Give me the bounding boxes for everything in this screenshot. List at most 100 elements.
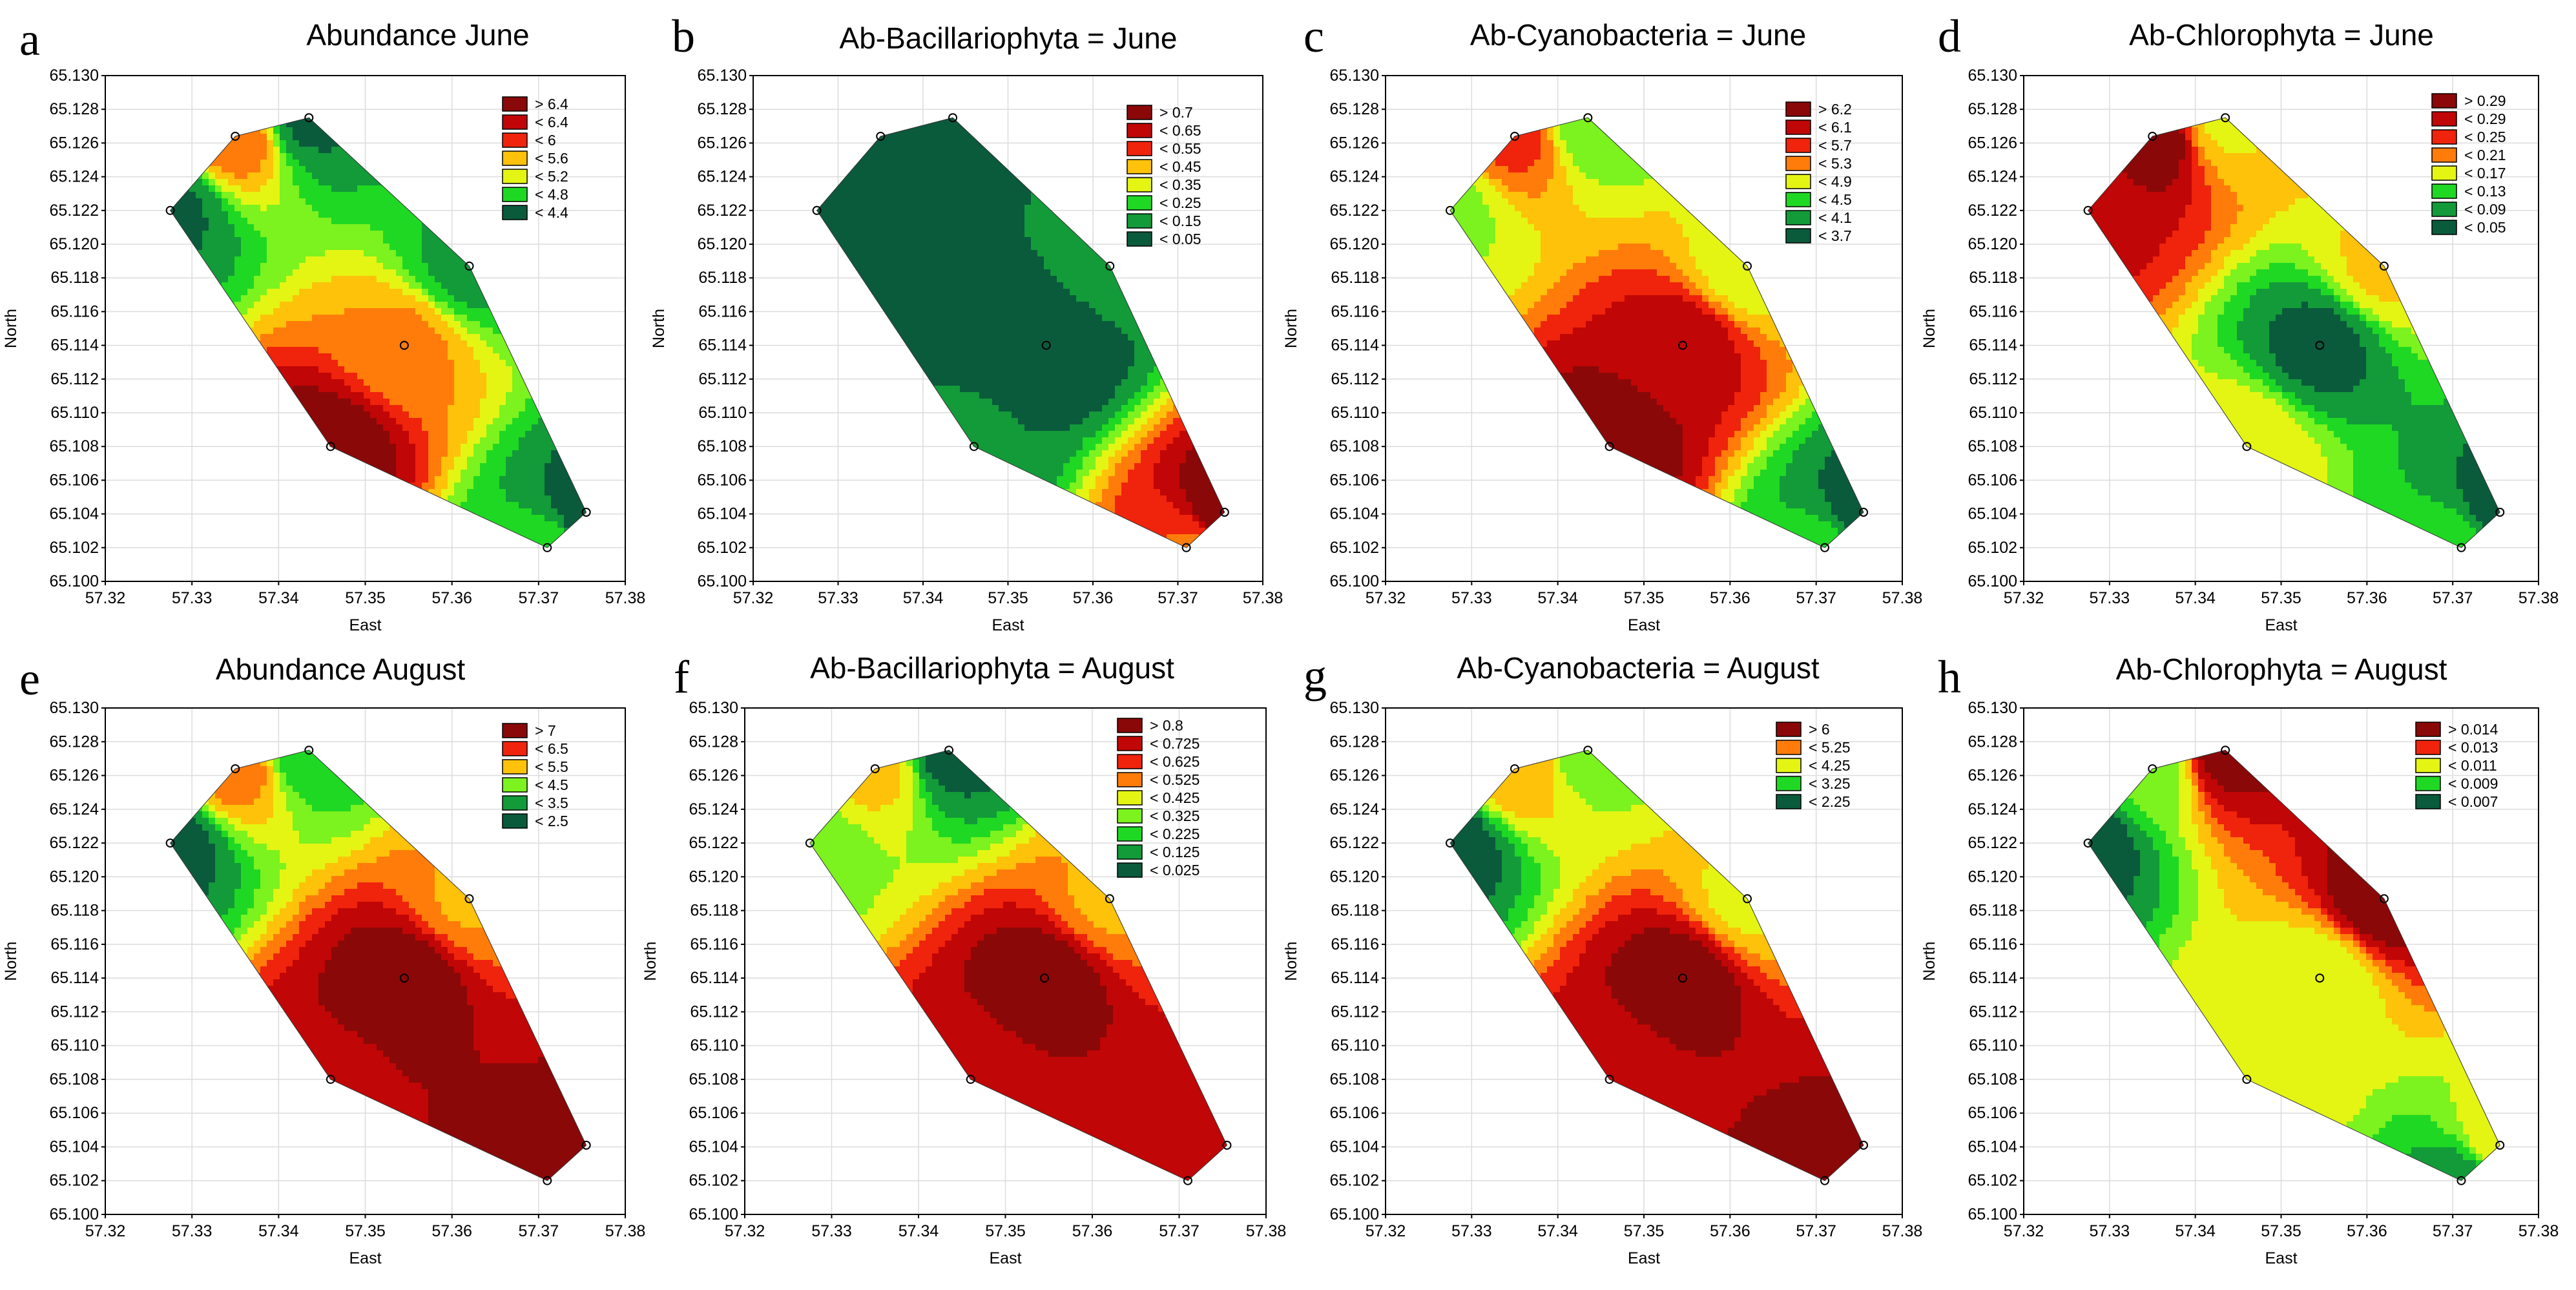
contour-cell (383, 244, 390, 251)
contour-cell (351, 399, 358, 406)
contour-cell (131, 431, 138, 438)
contour-cell (267, 88, 274, 96)
contour-cell (241, 211, 248, 218)
contour-cell (202, 198, 209, 205)
contour-cell (493, 379, 500, 386)
contour-cell (151, 450, 158, 457)
contour-cell (306, 308, 313, 315)
contour-cell (338, 121, 345, 128)
contour-cell (370, 373, 377, 380)
contour-cell (222, 424, 229, 432)
contour-cell (209, 483, 216, 490)
contour-cell (163, 82, 171, 89)
contour-cell (396, 211, 403, 218)
contour-cell (299, 579, 306, 587)
contour-cell (241, 502, 248, 509)
contour-cell (499, 457, 506, 464)
contour-cell (234, 302, 242, 309)
contour-cell (428, 340, 435, 348)
contour-cell (234, 554, 242, 561)
contour-cell (448, 198, 455, 205)
contour-cell (506, 418, 513, 425)
contour-cell (125, 153, 132, 160)
contour-cell (473, 172, 481, 180)
contour-cell (222, 282, 229, 289)
contour-cell (131, 554, 138, 561)
contour-cell (325, 134, 332, 141)
contour-cell (209, 437, 216, 444)
contour-cell (234, 547, 242, 548)
contour-cell (473, 489, 481, 496)
contour-cell (267, 244, 274, 251)
contour-cell (370, 411, 377, 419)
contour-cell (318, 483, 326, 490)
contour-cell (448, 386, 455, 393)
contour-cell (370, 515, 377, 522)
contour-cell (467, 476, 474, 483)
contour-cell (241, 463, 248, 470)
contour-cell (138, 185, 145, 192)
contour-cell (112, 101, 119, 109)
contour-cell (486, 560, 493, 567)
contour-cell (247, 134, 254, 141)
contour-cell (151, 289, 158, 296)
contour-cell (364, 147, 371, 154)
contour-cell (473, 198, 481, 205)
contour-cell (409, 379, 416, 386)
contour-cell (493, 347, 500, 354)
contour-cell (344, 321, 351, 328)
contour-cell (486, 276, 493, 283)
contour-cell (331, 166, 338, 173)
contour-cell (338, 166, 345, 173)
contour-cell (461, 88, 468, 96)
contour-cell (215, 140, 222, 147)
contour-cell (331, 347, 338, 354)
contour-cell (435, 82, 442, 89)
contour-cell (499, 560, 506, 567)
contour-cell (125, 276, 132, 283)
contour-cell (467, 302, 474, 309)
contour-cell (383, 211, 390, 218)
contour-cell (383, 411, 390, 419)
contour-cell (493, 302, 500, 309)
contour-cell (344, 308, 351, 315)
contour-cell (422, 483, 429, 490)
contour-cell (286, 88, 293, 96)
contour-cell (461, 211, 468, 218)
contour-cell (344, 373, 351, 380)
contour-cell (448, 554, 455, 561)
contour-cell (467, 211, 474, 218)
contour-cell (222, 567, 229, 574)
contour-cell (125, 179, 132, 186)
contour-cell (234, 231, 242, 238)
contour-cell (390, 418, 397, 425)
contour-cell (351, 166, 358, 173)
contour-cell (486, 392, 493, 399)
contour-cell (402, 250, 410, 257)
contour-cell (473, 528, 481, 535)
contour-cell (370, 567, 377, 574)
contour-cell (118, 431, 125, 438)
contour-cell (151, 521, 158, 528)
contour-cell (299, 450, 306, 457)
contour-cell (112, 405, 119, 412)
contour-cell (435, 321, 442, 328)
contour-cell (131, 567, 138, 574)
contour-cell (118, 379, 125, 386)
contour-cell (506, 315, 513, 322)
contour-cell (202, 218, 209, 225)
contour-cell (493, 76, 500, 83)
contour-cell (138, 302, 145, 309)
contour-cell (189, 470, 196, 477)
contour-cell (344, 140, 351, 147)
contour-cell (215, 541, 222, 548)
contour-cell (170, 521, 177, 528)
contour-cell (209, 256, 216, 264)
contour-cell (170, 579, 177, 587)
contour-cell (409, 198, 416, 205)
contour-cell (312, 282, 319, 289)
contour-cell (461, 295, 468, 302)
contour-cell (151, 573, 158, 580)
contour-cell (402, 444, 410, 451)
contour-cell (234, 541, 242, 548)
